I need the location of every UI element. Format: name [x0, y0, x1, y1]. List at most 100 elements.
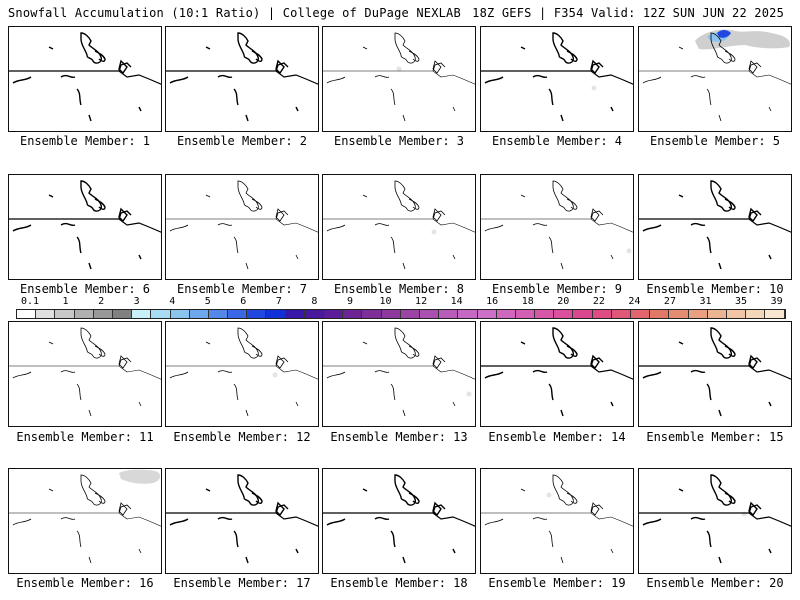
- legend-swatch: [458, 310, 478, 318]
- member-label: Ensemble Member: 16: [16, 576, 154, 590]
- coastline: [748, 501, 758, 517]
- coastline: [590, 208, 600, 222]
- legend-swatch: [208, 310, 229, 318]
- page-title: Snowfall Accumulation (10:1 Ratio) | Col…: [8, 6, 461, 20]
- coastline: [390, 383, 396, 401]
- coastline: [374, 516, 390, 521]
- coastline: [481, 512, 633, 527]
- coastline: [88, 114, 92, 122]
- member-map: [639, 180, 791, 270]
- member-label: Ensemble Member: 9: [491, 282, 623, 296]
- coastline: [432, 60, 442, 74]
- coastline: [390, 530, 396, 548]
- coastline: [205, 488, 211, 492]
- coastline: [237, 180, 259, 212]
- legend-swatch: [362, 310, 382, 318]
- map-panel: [165, 26, 319, 132]
- coastline: [12, 518, 32, 526]
- member-map: [9, 180, 161, 270]
- snow-area: [591, 85, 597, 91]
- coastline: [590, 504, 604, 514]
- legend-swatch: [419, 310, 440, 318]
- member-label: Ensemble Member: 15: [646, 430, 784, 444]
- coastline: [394, 474, 417, 506]
- coastline: [275, 504, 289, 514]
- coastline: [60, 370, 76, 373]
- map-panel: [480, 468, 634, 574]
- coastline: [408, 50, 420, 62]
- legend-tick-label: 18: [521, 296, 534, 307]
- coastline: [590, 210, 604, 220]
- coastline: [520, 194, 526, 198]
- member-map: [481, 474, 633, 564]
- coastline: [76, 383, 82, 401]
- legend-swatch: [765, 310, 785, 318]
- coastline: [48, 46, 54, 50]
- legend-swatch: [496, 310, 516, 318]
- member-map: [639, 29, 791, 122]
- coastline: [326, 371, 346, 379]
- member-label: Ensemble Member: 5: [649, 134, 781, 148]
- coastline: [94, 492, 106, 504]
- member-label: Ensemble Member: 3: [333, 134, 465, 148]
- coastline: [690, 222, 706, 227]
- coastline: [76, 530, 82, 548]
- snow-area: [546, 492, 552, 498]
- legend-tick-label: 31: [699, 296, 712, 307]
- coastline: [768, 401, 772, 407]
- coastline: [566, 345, 578, 357]
- coastline: [748, 207, 758, 223]
- coastline: [481, 365, 633, 380]
- coastline: [452, 548, 456, 554]
- coastline: [610, 401, 614, 407]
- coastline: [718, 262, 722, 270]
- legend-swatch: [17, 310, 37, 318]
- coastline: [552, 32, 575, 64]
- member-label: Ensemble Member: 12: [173, 430, 311, 444]
- coastline: [610, 254, 614, 260]
- coastline: [718, 409, 722, 417]
- coastline: [275, 355, 285, 369]
- coastline: [394, 180, 416, 212]
- coastline: [724, 198, 736, 210]
- legend-tick-label: 24: [628, 296, 641, 307]
- map-panel: [322, 468, 476, 574]
- legend-swatch: [55, 310, 75, 318]
- coastline: [251, 50, 263, 62]
- legend-swatch: [324, 310, 344, 318]
- coastline: [718, 556, 722, 564]
- legend-swatch: [535, 310, 555, 318]
- map-panel: [480, 26, 634, 132]
- valid-time: 18Z GEFS | F354 Valid: 12Z SUN JUN 22 20…: [472, 6, 784, 20]
- coastline: [118, 502, 128, 516]
- coastline: [237, 474, 260, 506]
- coastline: [560, 114, 564, 122]
- coastline: [362, 341, 368, 345]
- coastline: [402, 114, 406, 122]
- coastline: [402, 409, 406, 417]
- coastline: [678, 194, 684, 198]
- map-panel: [322, 174, 476, 280]
- coastline: [118, 357, 132, 367]
- coastline: [408, 198, 420, 210]
- legend-tick-label: 12: [415, 296, 428, 307]
- coastline: [548, 383, 554, 401]
- coastline: [275, 62, 289, 72]
- legend-swatch: [554, 310, 574, 318]
- coastline: [678, 46, 684, 50]
- coastline: [295, 548, 299, 554]
- coastline: [326, 224, 346, 232]
- member-map: [166, 32, 318, 122]
- coastline: [481, 70, 633, 85]
- coastline: [590, 62, 604, 72]
- member-label: Ensemble Member: 19: [488, 576, 626, 590]
- coastline: [642, 224, 662, 232]
- legend-swatch: [74, 310, 94, 318]
- map-panel: [638, 321, 792, 427]
- coastline: [9, 218, 161, 233]
- snow-area: [396, 66, 402, 72]
- legend-swatch: [650, 310, 670, 318]
- coastline: [326, 518, 346, 526]
- coastline: [590, 357, 604, 367]
- coastline: [484, 518, 504, 526]
